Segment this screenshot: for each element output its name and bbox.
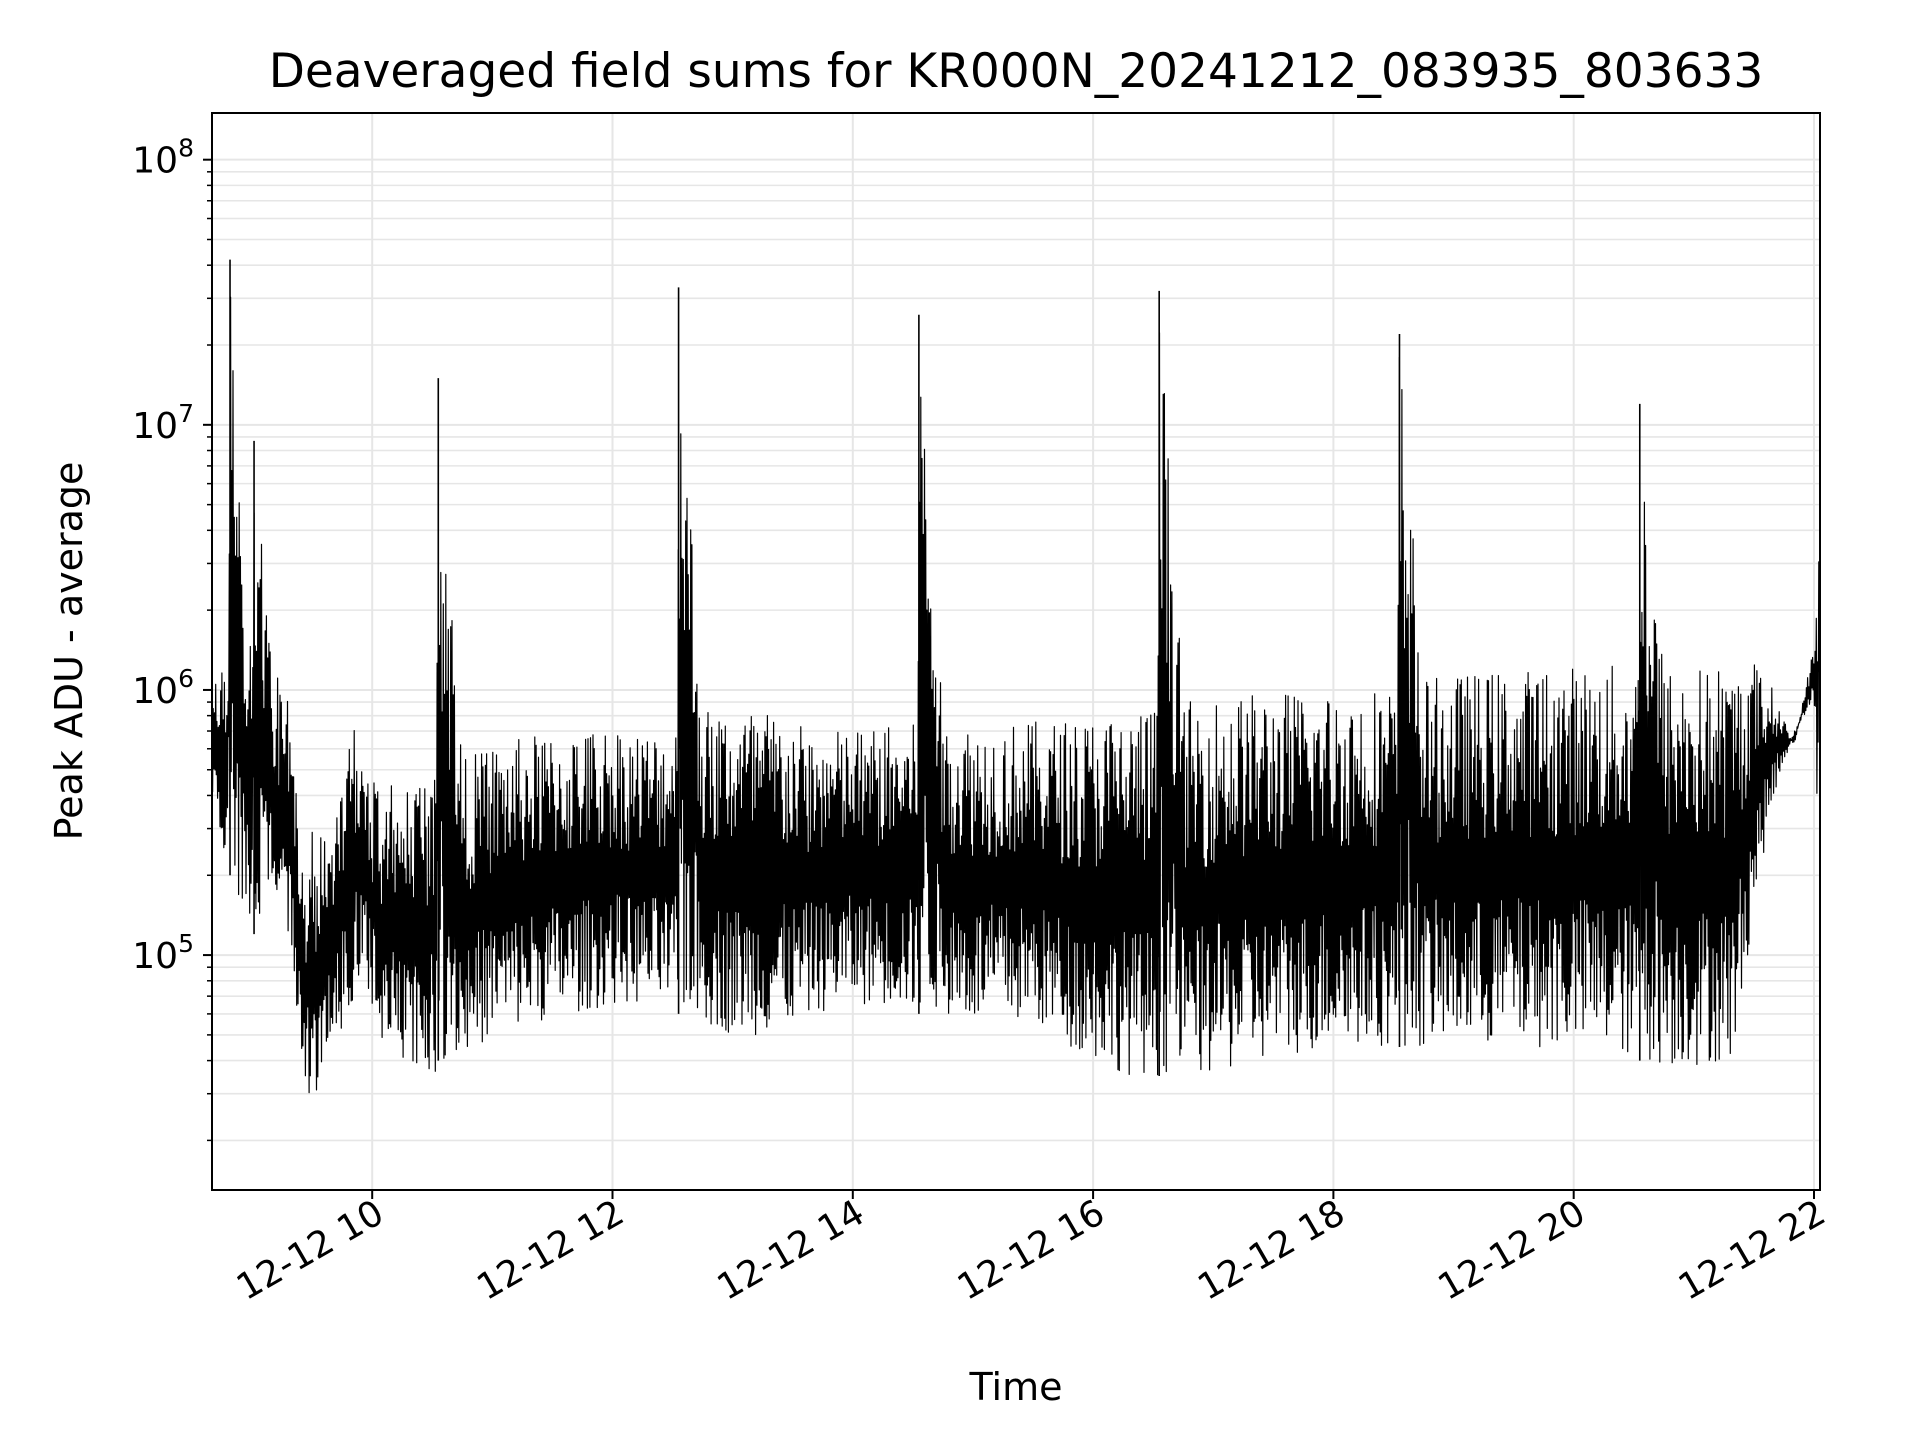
y-tick-label: 108 (132, 134, 194, 182)
x-axis-title: Time (969, 1365, 1063, 1409)
y-tick-label-exponent: 7 (178, 399, 194, 428)
plot-background (212, 113, 1820, 1190)
y-tick-label-base: 10 (132, 671, 178, 712)
series-line (211, 296, 1821, 1094)
y-tick-label-exponent: 6 (178, 664, 194, 693)
plot-frame (211, 112, 1821, 1191)
y-tick-label-base: 10 (132, 406, 178, 447)
y-tick-label: 105 (132, 929, 194, 977)
y-tick-label-base: 10 (132, 141, 178, 182)
chart-title: Deaveraged field sums for KR000N_2024121… (269, 44, 1764, 99)
y-axis-title: Peak ADU - average (47, 462, 91, 841)
y-tick-label-base: 10 (132, 936, 178, 977)
y-tick-label-exponent: 5 (178, 929, 194, 958)
y-tick-label: 107 (132, 399, 194, 447)
y-tick-label: 106 (132, 664, 194, 712)
y-tick-label-exponent: 8 (178, 134, 194, 163)
